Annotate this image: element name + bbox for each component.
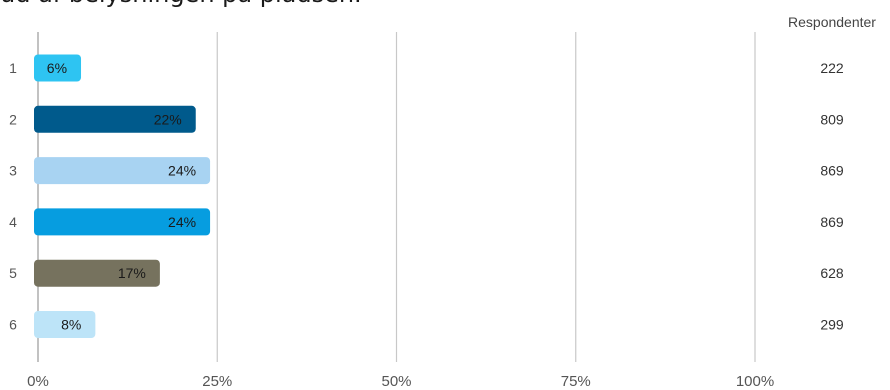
x-tick-labels: 0% 25% 50% 75% 100% <box>27 373 774 390</box>
bar <box>34 311 96 338</box>
category-labels: 1 2 3 4 5 6 <box>9 60 17 333</box>
respondent-count: 809 <box>820 111 844 127</box>
bar-value-label: 24% <box>168 163 196 179</box>
x-tick-label: 50% <box>381 373 411 390</box>
bar <box>34 157 211 185</box>
respondent-count: 869 <box>820 163 844 179</box>
bar <box>34 105 196 133</box>
category-label: 2 <box>9 111 17 127</box>
x-tick-label: 75% <box>561 373 591 390</box>
respondent-count: 222 <box>820 60 844 76</box>
respondents-header: Respondenter <box>788 14 876 30</box>
bar-value-label: 24% <box>168 214 196 230</box>
respondent-counts: 222 809 869 869 628 299 <box>820 60 844 333</box>
x-tick-label: 0% <box>27 373 49 390</box>
bar-value-label: 17% <box>118 265 146 281</box>
gridlines <box>37 32 756 362</box>
bar-value-label: 6% <box>47 60 67 76</box>
x-tick-label: 25% <box>202 373 232 390</box>
chart-title-fragment: ud af belysningen på pladsen. <box>0 0 362 8</box>
category-label: 3 <box>9 163 17 179</box>
category-label: 6 <box>9 317 17 333</box>
bar-value-label: 8% <box>61 317 81 333</box>
x-tick-label: 100% <box>736 373 774 390</box>
value-labels: 6% 22% 24% 24% 17% 8% <box>47 60 196 333</box>
respondent-count: 869 <box>820 214 844 230</box>
respondent-count: 299 <box>820 317 844 333</box>
bar <box>34 54 82 82</box>
category-label: 4 <box>9 214 17 230</box>
bar <box>34 208 211 236</box>
bars <box>34 54 211 338</box>
bar-value-label: 22% <box>154 111 182 127</box>
category-label: 1 <box>9 60 17 76</box>
category-label: 5 <box>9 265 17 281</box>
respondent-count: 628 <box>820 265 844 281</box>
bar <box>34 259 160 287</box>
